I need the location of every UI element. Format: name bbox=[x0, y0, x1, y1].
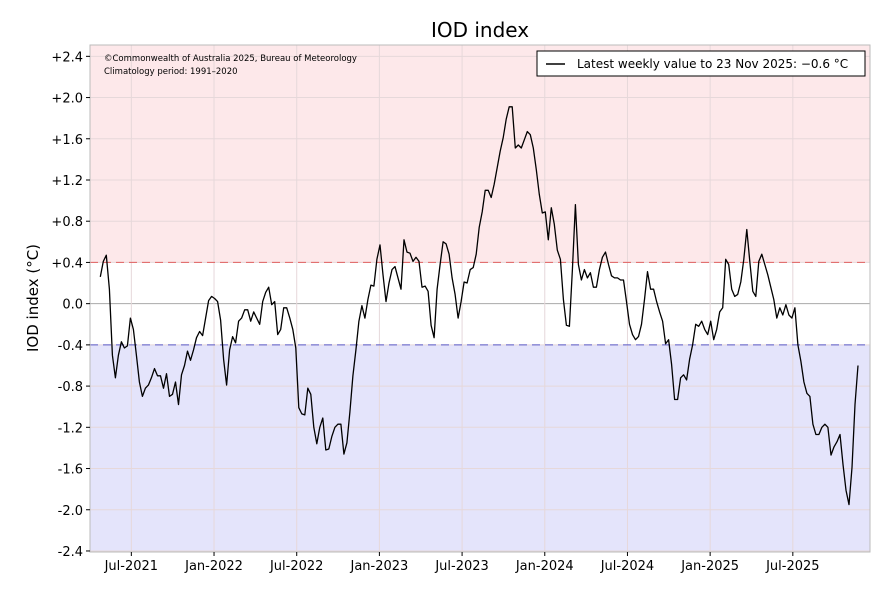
y-tick-label: +0.8 bbox=[51, 215, 83, 230]
legend: Latest weekly value to 23 Nov 2025: −0.6… bbox=[536, 50, 866, 77]
copyright-note: ©Commonwealth of Australia 2025, Bureau … bbox=[104, 54, 357, 64]
iod-weekly-series-line bbox=[99, 106, 859, 506]
y-tick-label: -1.2 bbox=[58, 421, 83, 436]
x-tick-label: Jan-2024 bbox=[515, 559, 574, 574]
y-tick-label: -2.4 bbox=[58, 545, 83, 560]
y-tick-label: +1.6 bbox=[51, 133, 83, 148]
y-tick-label: +2.0 bbox=[51, 92, 83, 107]
y-tick-label: 0.0 bbox=[62, 298, 83, 313]
y-tick-label: +0.4 bbox=[51, 256, 83, 271]
y-tick-label: -1.6 bbox=[58, 463, 83, 478]
legend-label: Latest weekly value to 23 Nov 2025: −0.6… bbox=[577, 57, 848, 71]
x-tick-label: Jul-2025 bbox=[765, 559, 819, 574]
x-tick-label: Jul-2024 bbox=[600, 559, 654, 574]
x-tick-label: Jul-2023 bbox=[434, 559, 488, 574]
y-tick-label: +2.4 bbox=[51, 50, 83, 65]
y-tick-label: +1.2 bbox=[51, 174, 83, 189]
x-tick-label: Jan-2025 bbox=[680, 559, 739, 574]
y-tick-label: -2.0 bbox=[58, 504, 83, 519]
x-tick-label: Jul-2022 bbox=[269, 559, 323, 574]
plot-frame bbox=[89, 44, 871, 553]
chart-title: IOD index bbox=[431, 18, 529, 42]
legend-box bbox=[536, 50, 866, 77]
y-tick-label: -0.4 bbox=[58, 339, 83, 354]
x-tick-label: Jan-2022 bbox=[184, 559, 243, 574]
y-tick-label: -0.8 bbox=[58, 380, 83, 395]
x-tick-label: Jan-2023 bbox=[349, 559, 408, 574]
y-axis-label: IOD index (°C) bbox=[24, 244, 42, 352]
climatology-note: Climatology period: 1991–2020 bbox=[104, 67, 238, 77]
x-tick-label: Jul-2021 bbox=[104, 559, 158, 574]
negative-iod-zone bbox=[90, 344, 870, 552]
positive-iod-zone bbox=[90, 45, 870, 263]
